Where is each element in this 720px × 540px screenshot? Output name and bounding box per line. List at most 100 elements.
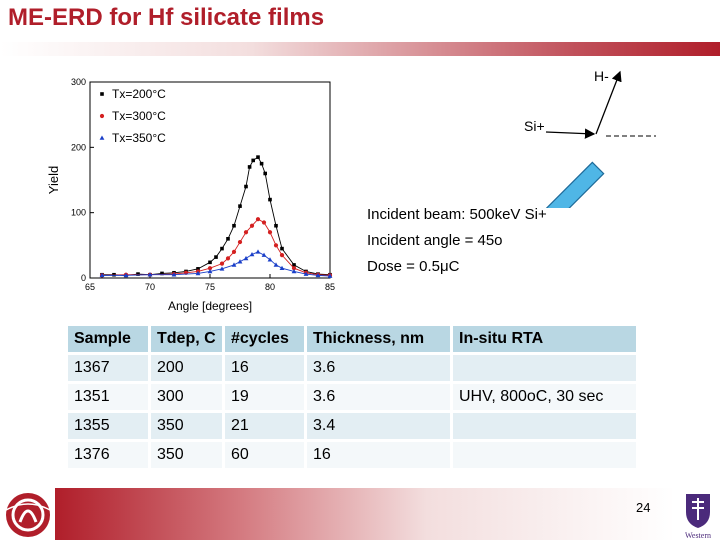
header-rta: In-situ RTA	[450, 326, 636, 352]
data-point-3	[195, 270, 201, 276]
data-point-3	[267, 257, 273, 262]
data-point-3	[243, 255, 249, 261]
dose-text: Dose = 0.5μC	[367, 258, 460, 275]
incident-angle-text: Incident angle = 45o	[367, 232, 503, 249]
x-tick-label: 75	[205, 282, 215, 292]
data-point-1	[232, 223, 236, 228]
data-point-2	[273, 243, 279, 248]
legend-label-3: Tx=350°C	[112, 131, 166, 145]
ald-logo-icon	[5, 493, 51, 537]
data-point-3	[255, 249, 261, 254]
series-line-3	[102, 251, 331, 277]
table-header-row: Sample Tdep, C #cycles Thickness, nm In-…	[68, 326, 636, 352]
western-crest-icon: Western	[685, 494, 711, 540]
data-point-3	[219, 266, 225, 271]
data-point-2	[207, 266, 213, 271]
cell-sample: 1367	[68, 355, 148, 381]
data-point-1	[256, 155, 260, 159]
data-point-1	[226, 237, 230, 241]
data-point-2	[219, 261, 225, 266]
cell-tdep: 200	[148, 355, 222, 381]
x-tick-label: 65	[85, 282, 95, 292]
data-point-1	[160, 271, 164, 276]
cell-rta	[450, 355, 636, 381]
cell-rta: UHV, 800oC, 30 sec	[450, 384, 636, 410]
footer-gradient-bar	[55, 488, 675, 540]
header-sample: Sample	[68, 326, 148, 352]
data-point-2	[291, 266, 297, 271]
data-point-3	[273, 262, 279, 267]
data-point-2	[249, 223, 255, 228]
data-point-1	[196, 267, 200, 271]
legend-label-1: Tx=200°C	[112, 87, 166, 101]
y-tick-label: 100	[71, 208, 86, 218]
data-point-3	[291, 268, 297, 274]
data-point-1	[263, 171, 267, 176]
cell-tdep: 350	[148, 442, 222, 468]
data-point-3	[249, 251, 255, 257]
data-point-3	[231, 262, 237, 267]
data-point-2	[267, 230, 273, 235]
data-point-2	[255, 217, 261, 222]
header-thickness: Thickness, nm	[304, 326, 450, 352]
data-point-2	[237, 239, 243, 245]
cell-cycles: 16	[222, 355, 304, 381]
data-point-1	[292, 263, 296, 267]
incident-beam-arrow	[545, 128, 596, 139]
data-point-3	[315, 272, 321, 278]
beam-geometry-diagram: H- Si+	[515, 68, 656, 208]
data-point-1	[259, 161, 264, 166]
data-point-3	[327, 273, 333, 278]
y-tick-label: 200	[71, 142, 86, 152]
data-point-2	[279, 253, 285, 258]
recoil-beam-arrow	[595, 70, 622, 135]
data-point-1	[268, 197, 272, 202]
sample-film	[515, 161, 605, 208]
data-point-2	[261, 220, 267, 225]
data-point-3	[279, 265, 285, 270]
western-logo-text: Western	[685, 531, 711, 540]
cell-sample: 1351	[68, 384, 148, 410]
data-point-3	[237, 259, 243, 264]
table-row: 1367 200 16 3.6	[68, 355, 636, 381]
h-recoil-label: H-	[594, 68, 609, 84]
data-point-3	[147, 272, 153, 277]
data-point-1	[214, 255, 218, 259]
data-point-1	[280, 246, 284, 251]
slide-title: ME-ERD for Hf silicate films	[8, 4, 325, 31]
x-axis-label: Angle [degrees]	[168, 299, 252, 313]
data-point-2	[243, 230, 249, 235]
cell-cycles: 60	[222, 442, 304, 468]
data-point-3	[99, 272, 105, 278]
cell-tdep: 350	[148, 413, 222, 439]
cell-sample: 1376	[68, 442, 148, 468]
table-row: 1376 350 60 16	[68, 442, 636, 468]
data-point-1	[247, 165, 252, 169]
cell-cycles: 19	[222, 384, 304, 410]
x-tick-label: 70	[145, 282, 155, 292]
legend-label-2: Tx=300°C	[112, 109, 166, 123]
cell-tdep: 300	[148, 384, 222, 410]
data-point-1	[244, 184, 248, 189]
data-point-3	[303, 271, 309, 276]
x-tick-label: 80	[265, 282, 275, 292]
cell-thickness: 3.6	[304, 355, 450, 381]
cell-rta	[450, 442, 636, 468]
data-point-1	[274, 223, 278, 228]
data-point-1	[136, 272, 140, 276]
data-point-1	[220, 246, 224, 251]
beam-energy-text: Incident beam: 500keV Si+	[367, 206, 547, 223]
cell-thickness: 16	[304, 442, 450, 468]
data-point-1	[251, 158, 255, 163]
cell-cycles: 21	[222, 413, 304, 439]
y-axis-label: Yield	[46, 166, 61, 194]
erd-yield-chart: 65 70 75 80 85 0 100 200 300 Angle [degrees] Yield…	[46, 77, 335, 313]
si-beam-label: Si+	[524, 118, 545, 134]
data-point-2	[225, 256, 231, 261]
table-row: 1351 300 19 3.6 UHV, 800oC, 30 sec	[68, 384, 636, 410]
series-line-1	[102, 156, 331, 276]
series-line-2	[101, 218, 331, 276]
data-point-3	[261, 252, 267, 257]
cell-sample: 1355	[68, 413, 148, 439]
y-tick-label: 300	[71, 77, 86, 87]
